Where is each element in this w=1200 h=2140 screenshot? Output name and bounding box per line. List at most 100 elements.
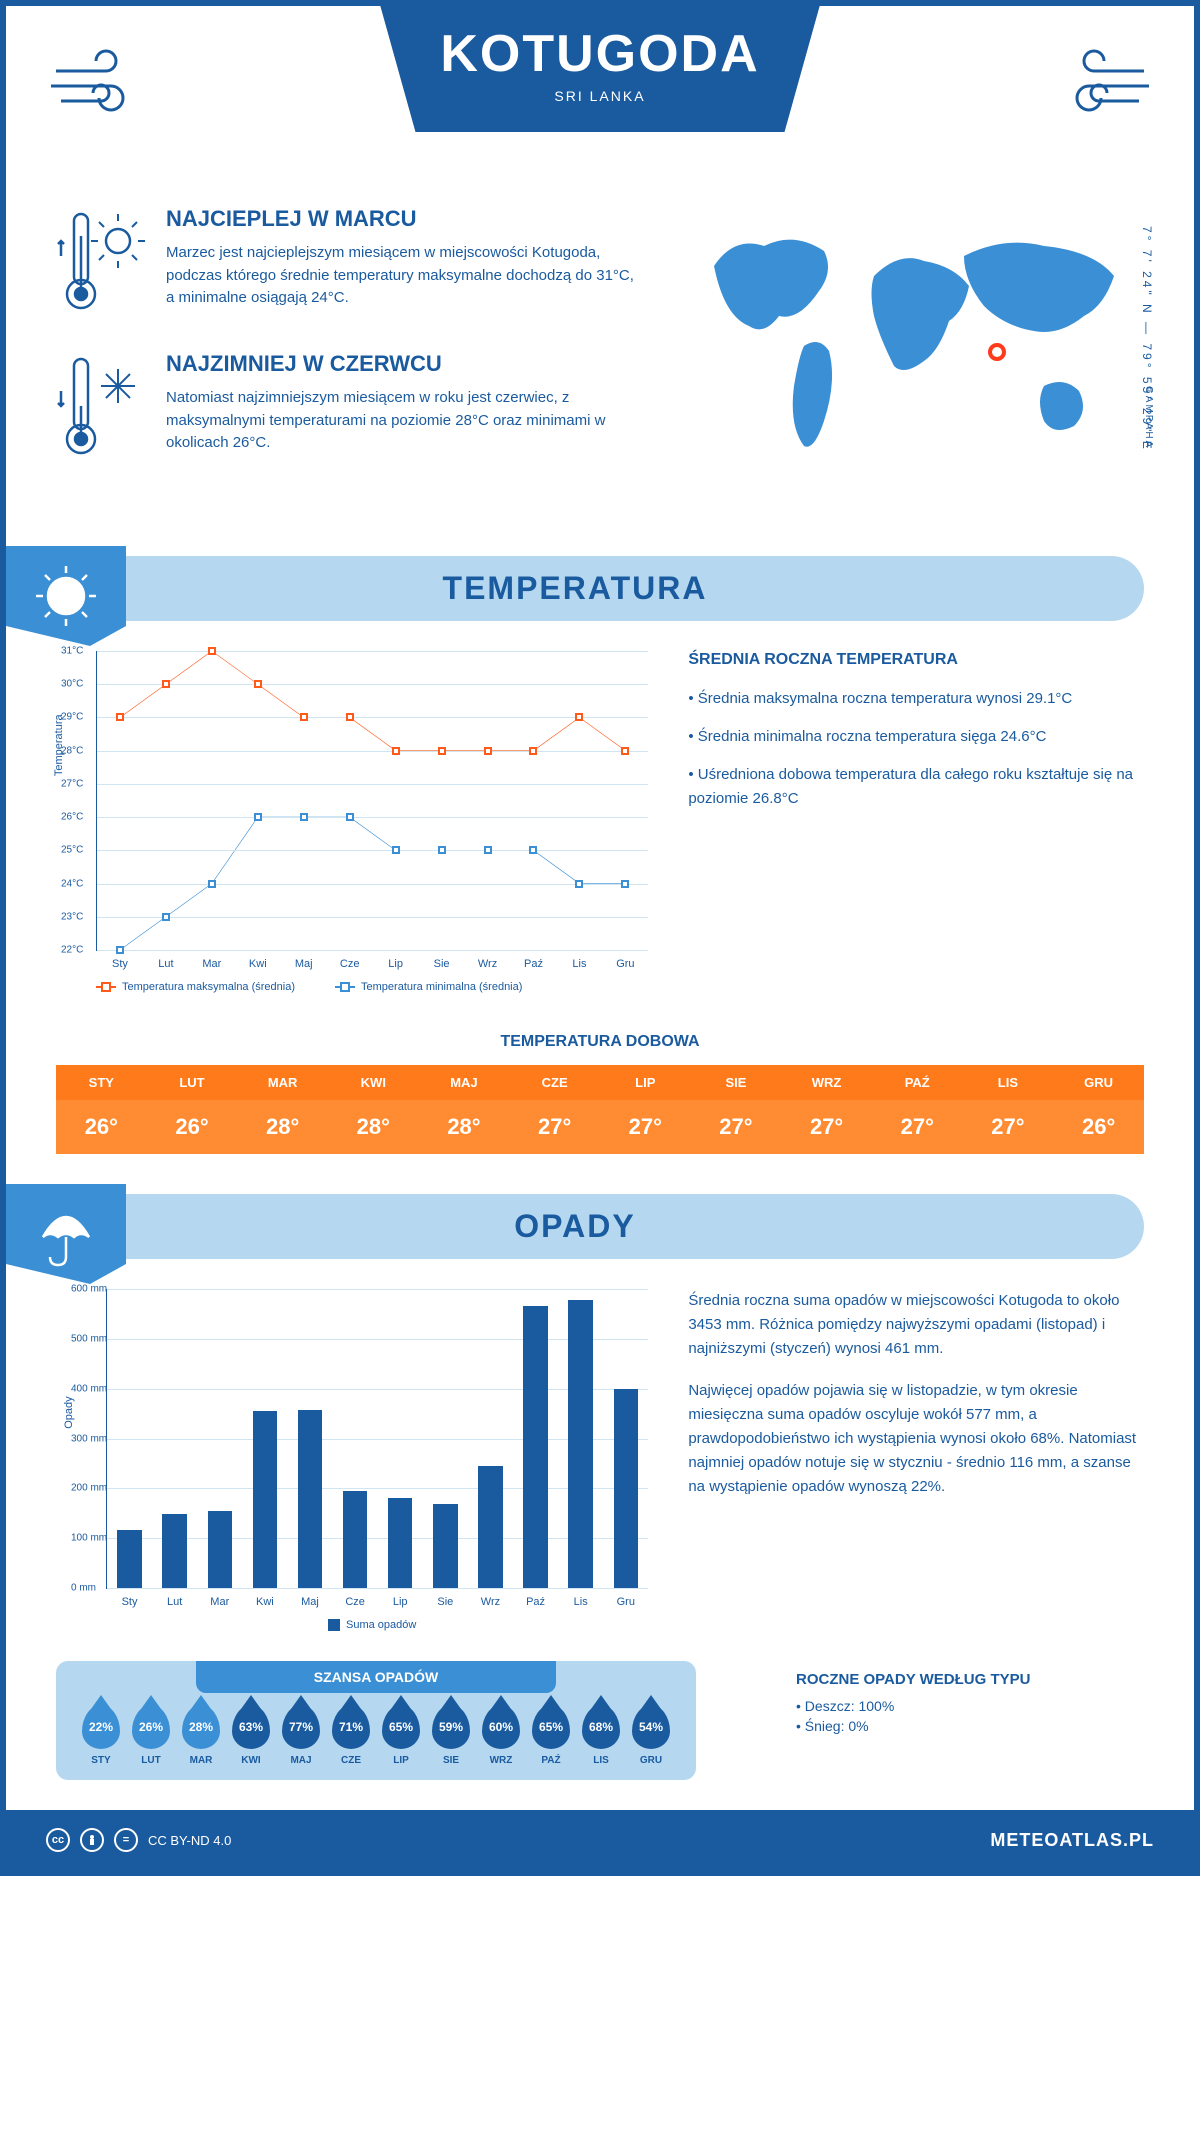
bar	[614, 1389, 638, 1588]
ytick: 28°C	[61, 745, 83, 756]
daily-value: 27°	[691, 1100, 782, 1154]
temp-section-title: TEMPERATURA	[6, 570, 1144, 607]
drop-icon: 26%	[132, 1705, 170, 1749]
ytick: 0 mm	[71, 1583, 96, 1594]
daily-header-row: STYLUTMARKWIMAJCZELIPSIEWRZPAŹLISGRU	[56, 1065, 1144, 1100]
chance-drop: 71%CZE	[326, 1705, 376, 1766]
data-point	[116, 713, 124, 721]
data-point	[346, 813, 354, 821]
prec-row: Opady 0 mm100 mm200 mm300 mm400 mm500 mm…	[6, 1289, 1194, 1631]
region-label: GAMPAHA	[1143, 386, 1154, 449]
drop-icon: 59%	[432, 1705, 470, 1749]
drop-icon: 63%	[232, 1705, 270, 1749]
month-header: STY	[56, 1065, 147, 1100]
chance-drop: 59% SIE	[426, 1705, 476, 1766]
data-point	[529, 846, 537, 854]
data-point	[254, 813, 262, 821]
xtick: Lut	[167, 1596, 182, 1608]
data-point	[162, 913, 170, 921]
bar	[253, 1411, 277, 1588]
daily-value-row: 26°26°28°28°28°27°27°27°27°27°27°26°	[56, 1100, 1144, 1154]
prec-p2: Najwięcej opadów pojawia się w listopadz…	[688, 1379, 1144, 1499]
chance-drop: 60% WRZ	[476, 1705, 526, 1766]
world-map	[684, 206, 1144, 486]
legend-sum: Suma opadów	[328, 1619, 416, 1631]
daily-value: 27°	[509, 1100, 600, 1154]
prec-ylabel: Opady	[63, 1396, 75, 1428]
temp-chart-row: Temperatura 22°C23°C24°C25°C26°C27°C28°C…	[6, 651, 1194, 1023]
chance-drop: 54%GRU	[626, 1705, 676, 1766]
cold-text: NAJZIMNIEJ W CZERWCU Natomiast najzimnie…	[166, 351, 644, 466]
daily-value: 27°	[963, 1100, 1054, 1154]
daily-title: TEMPERATURA DOBOWA	[6, 1033, 1194, 1051]
ytick: 400 mm	[71, 1383, 107, 1394]
drop-month: KWI	[226, 1755, 276, 1766]
ytick: 30°C	[61, 679, 83, 690]
drop-month: MAR	[176, 1755, 226, 1766]
site-name: METEOATLAS.PL	[990, 1830, 1154, 1851]
month-header: MAJ	[419, 1065, 510, 1100]
bar	[162, 1514, 186, 1588]
xtick: Wrz	[478, 958, 497, 970]
data-point	[438, 747, 446, 755]
xtick: Sie	[434, 958, 450, 970]
map-panel: 7° 7' 24" N — 79° 55' 29" E GAMPAHA	[684, 206, 1144, 496]
drop-month: LUT	[126, 1755, 176, 1766]
legend-max: Temperatura maksymalna (średnia)	[96, 981, 295, 993]
drop-icon: 60%	[482, 1705, 520, 1749]
bar	[478, 1466, 502, 1588]
daily-value: 28°	[419, 1100, 510, 1154]
intro-left: NAJCIEPLEJ W MARCU Marzec jest najcieple…	[56, 206, 644, 496]
prec-section-title: OPADY	[6, 1208, 1144, 1245]
ytick: 24°C	[61, 878, 83, 889]
data-point	[438, 846, 446, 854]
chance-drop: 63% KWI	[226, 1705, 276, 1766]
data-point	[300, 713, 308, 721]
data-point	[484, 747, 492, 755]
hot-title: NAJCIEPLEJ W MARCU	[166, 206, 644, 232]
data-point	[575, 880, 583, 888]
drop-icon: 65%	[532, 1705, 570, 1749]
month-header: LUT	[147, 1065, 238, 1100]
drop-month: WRZ	[476, 1755, 526, 1766]
data-point	[392, 747, 400, 755]
bar	[298, 1410, 322, 1588]
xtick: Kwi	[256, 1596, 274, 1608]
data-point	[208, 880, 216, 888]
bar	[523, 1306, 547, 1588]
xtick: Gru	[616, 958, 634, 970]
bar	[117, 1530, 141, 1588]
drop-month: GRU	[626, 1755, 676, 1766]
chance-title: SZANSA OPADÓW	[196, 1661, 556, 1693]
bar	[433, 1504, 457, 1588]
temp-info-title: ŚREDNIA ROCZNA TEMPERATURA	[688, 651, 1144, 669]
city-title: KOTUGODA	[440, 24, 759, 84]
xtick: Cze	[345, 1596, 365, 1608]
xtick: Paź	[524, 958, 543, 970]
month-header: GRU	[1053, 1065, 1144, 1100]
chance-drop: 68%LIS	[576, 1705, 626, 1766]
ytick: 25°C	[61, 845, 83, 856]
daily-value: 26°	[56, 1100, 147, 1154]
prec-text: Średnia roczna suma opadów w miejscowośc…	[688, 1289, 1144, 1631]
thermometer-snow-icon	[56, 351, 146, 466]
data-point	[346, 713, 354, 721]
xtick: Cze	[340, 958, 360, 970]
ytick: 23°C	[61, 911, 83, 922]
prec-type-title: ROCZNE OPADY WEDŁUG TYPU	[796, 1671, 1144, 1688]
drop-icon: 22%	[82, 1705, 120, 1749]
month-header: WRZ	[781, 1065, 872, 1100]
temp-chart: Temperatura 22°C23°C24°C25°C26°C27°C28°C…	[56, 651, 648, 993]
drop-month: MAJ	[276, 1755, 326, 1766]
daily-value: 27°	[781, 1100, 872, 1154]
bar	[388, 1498, 412, 1588]
drop-icon: 65%	[382, 1705, 420, 1749]
drop-icon: 71%	[332, 1705, 370, 1749]
drop-icon: 77%	[282, 1705, 320, 1749]
drop-month: SIE	[426, 1755, 476, 1766]
hot-block: NAJCIEPLEJ W MARCU Marzec jest najcieple…	[56, 206, 644, 321]
temp-info-b3: • Uśredniona dobowa temperatura dla całe…	[688, 763, 1144, 811]
prec-chart: Opady 0 mm100 mm200 mm300 mm400 mm500 mm…	[56, 1289, 648, 1631]
ytick: 27°C	[61, 778, 83, 789]
xtick: Maj	[301, 1596, 319, 1608]
